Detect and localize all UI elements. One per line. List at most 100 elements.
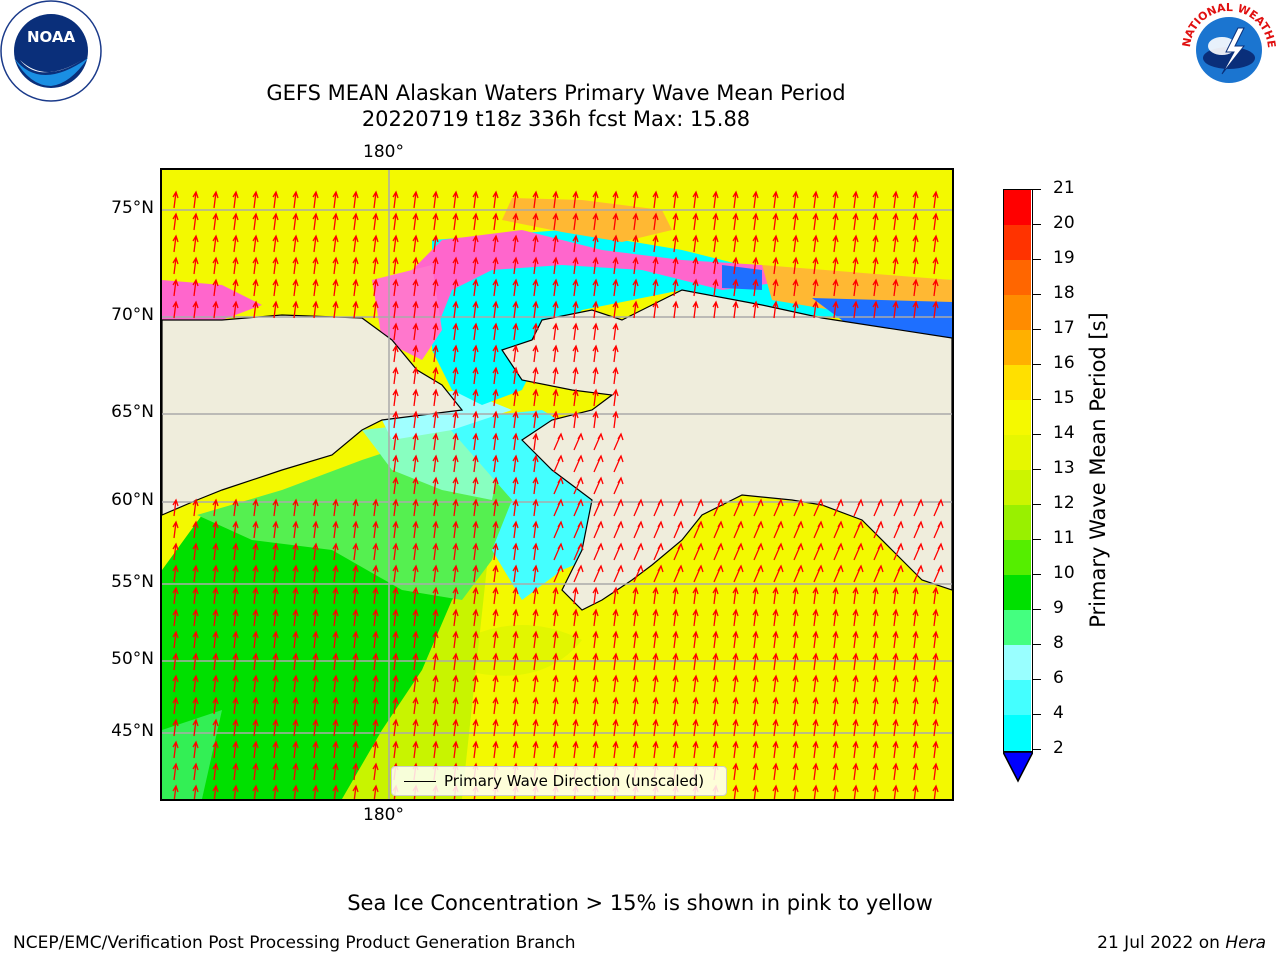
wave-arrow [812, 278, 819, 297]
wave-arrow [292, 520, 299, 539]
wave-arrow [813, 520, 824, 539]
wave-arrow [272, 740, 279, 759]
wave-arrow [432, 652, 439, 671]
legend-label: Primary Wave Direction (unscaled) [444, 772, 705, 790]
wave-arrow [753, 520, 764, 539]
wave-arrow [873, 542, 884, 561]
lat-label-55: 55°N [111, 572, 154, 592]
wave-arrow [692, 630, 699, 649]
wave-arrow [712, 234, 719, 253]
wave-arrow [532, 652, 539, 671]
wave-arrow [332, 784, 339, 799]
wave-arrow [192, 696, 199, 715]
wave-arrow [532, 696, 539, 715]
wave-arrow [632, 718, 639, 737]
wave-arrow [432, 542, 439, 561]
wave-arrow [553, 476, 564, 495]
wave-arrow [613, 498, 624, 517]
wave-arrow [812, 762, 819, 781]
wave-arrow [512, 520, 519, 539]
wave-arrow [793, 564, 804, 583]
wave-arrow [592, 630, 599, 649]
colorbar-tick-mark [1033, 294, 1041, 295]
wave-arrow [472, 564, 479, 583]
wave-arrow [372, 718, 379, 737]
wave-arrow [832, 784, 839, 799]
wave-arrow [432, 520, 439, 539]
wave-arrow [292, 674, 299, 693]
wave-arrow [232, 234, 239, 253]
wave-arrow [892, 256, 899, 275]
wave-arrow [372, 212, 379, 231]
wave-arrow [292, 498, 299, 517]
wave-arrow [532, 212, 539, 231]
wave-arrow [372, 652, 379, 671]
wave-arrow [492, 410, 499, 429]
wave-arrow [472, 542, 479, 561]
wave-arrow [452, 212, 459, 231]
wave-arrow [652, 630, 659, 649]
wave-arrow [552, 344, 559, 363]
colorbar-tick-label: 15 [1053, 388, 1075, 408]
wave-arrow [792, 300, 799, 319]
colorbar-tick-mark [1033, 329, 1041, 330]
colorbar-tick-mark [1033, 539, 1041, 540]
wave-arrow [892, 630, 899, 649]
wave-arrow [672, 740, 679, 759]
wave-arrow [392, 344, 399, 363]
wave-arrow [572, 300, 579, 319]
wave-arrow [232, 630, 239, 649]
wave-arrow [372, 630, 379, 649]
wave-arrow [632, 190, 639, 209]
wave-arrow [432, 740, 439, 759]
wave-arrow [912, 278, 919, 297]
wave-arrow [332, 234, 339, 253]
colorbar-band [1004, 680, 1031, 716]
wave-arrow [532, 674, 539, 693]
wave-arrow [773, 520, 784, 539]
wave-arrow [532, 432, 539, 451]
wave-arrow [592, 256, 599, 275]
wave-arrow [593, 520, 604, 539]
wave-arrow [552, 322, 559, 341]
wave-arrow [752, 718, 759, 737]
wave-arrow [272, 674, 279, 693]
wave-arrow [492, 652, 499, 671]
wave-arrow [552, 652, 559, 671]
wave-arrow [512, 366, 519, 385]
wave-arrow [853, 564, 864, 583]
wave-arrow [252, 300, 259, 319]
wave-arrow [612, 410, 619, 429]
wave-arrow [632, 256, 639, 275]
wave-arrow [732, 190, 739, 209]
wave-arrow [532, 608, 539, 627]
wave-arrow [492, 256, 499, 275]
wave-arrow [552, 256, 559, 275]
wave-arrow [432, 300, 439, 319]
wave-arrow [212, 212, 219, 231]
wave-arrow [672, 190, 679, 209]
wave-arrow [913, 498, 924, 517]
wave-arrow [232, 256, 239, 275]
wave-arrow [652, 740, 659, 759]
wave-arrow [432, 630, 439, 649]
wave-arrow [532, 366, 539, 385]
wave-arrow [512, 740, 519, 759]
wave-arrow [712, 300, 719, 319]
wave-arrow [352, 212, 359, 231]
lat-label-70: 70°N [111, 305, 154, 325]
wave-arrow [392, 234, 399, 253]
wave-arrow [212, 630, 219, 649]
wave-arrow [232, 190, 239, 209]
wave-arrow [852, 300, 859, 319]
wave-arrow [352, 498, 359, 517]
wave-arrow [692, 674, 699, 693]
wave-arrow [632, 674, 639, 693]
wave-arrow [713, 542, 724, 561]
wave-arrow [592, 586, 599, 605]
wave-arrow [893, 520, 904, 539]
wave-arrow [892, 784, 899, 799]
wave-arrow [932, 586, 939, 605]
wave-arrow [192, 190, 199, 209]
wave-arrow [352, 740, 359, 759]
